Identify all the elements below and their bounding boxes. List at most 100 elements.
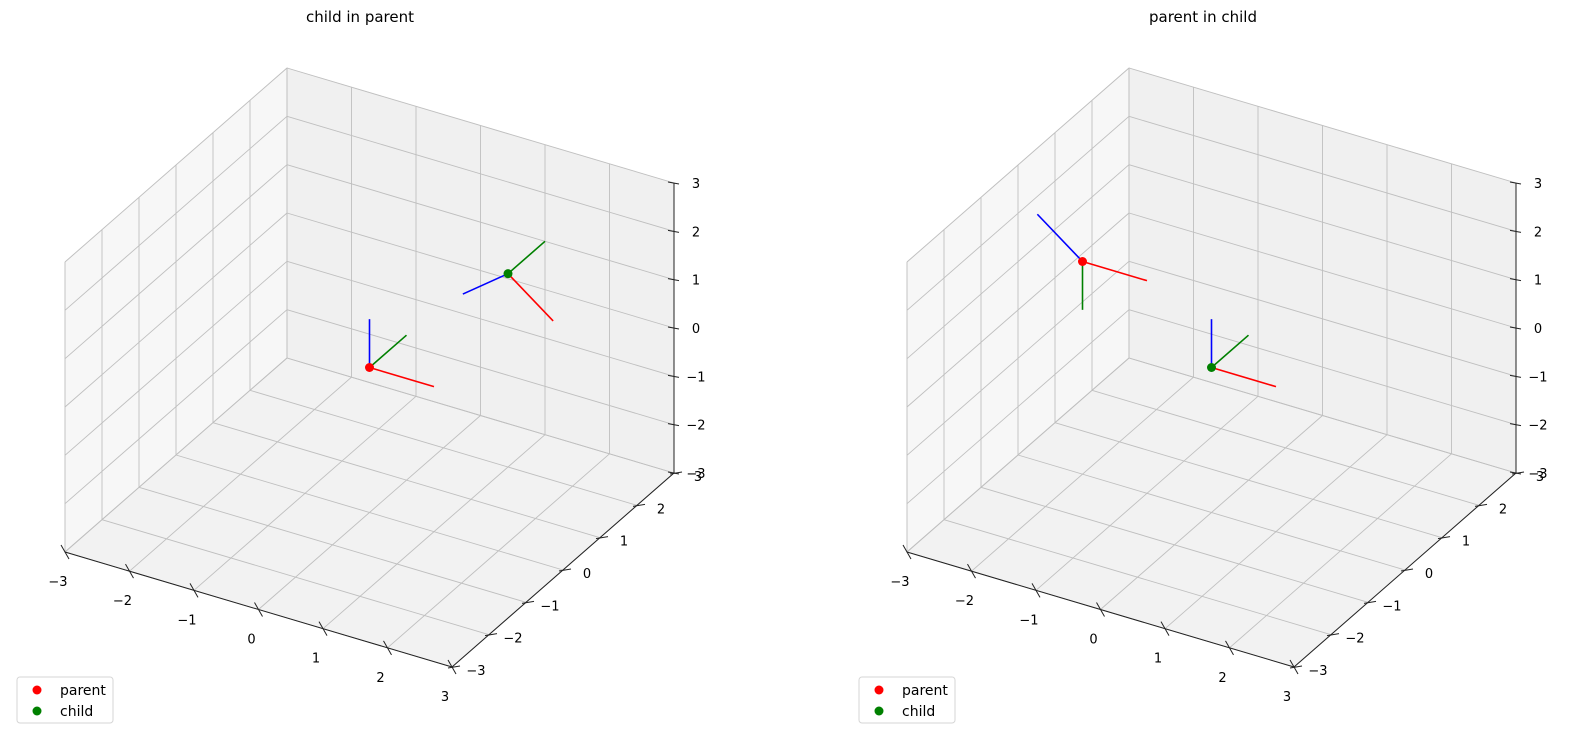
- legend-label: child: [902, 704, 935, 720]
- z-tick-label: −3: [1528, 467, 1547, 482]
- gridline: [906, 357, 1130, 553]
- z-tick-label: −1: [686, 370, 705, 385]
- y-tick: [632, 503, 646, 507]
- y-tick-label: 3: [1536, 470, 1544, 485]
- chart-title: parent in child: [1149, 8, 1257, 26]
- y-tick-label: −3: [466, 664, 485, 679]
- gridline: [64, 212, 288, 408]
- y-tick-label: 1: [620, 535, 628, 550]
- gridline: [64, 115, 288, 311]
- legend: parent child: [16, 676, 114, 724]
- z-tick-label: −3: [686, 467, 705, 482]
- y-tick-label: 2: [1499, 502, 1507, 517]
- y-tick: [1437, 536, 1451, 540]
- z-tick-label: −2: [1528, 419, 1547, 434]
- gridline: [980, 486, 1369, 603]
- z-tick-label: 2: [692, 225, 700, 240]
- gridline: [906, 309, 1130, 505]
- x-tick-label: −2: [113, 594, 132, 609]
- z-tick-label: −2: [686, 419, 705, 434]
- z-tick: [1509, 326, 1522, 330]
- x-tick: [967, 563, 976, 579]
- y-tick-label: 1: [1462, 535, 1470, 550]
- gridline: [1128, 309, 1517, 426]
- gridline: [1128, 212, 1517, 329]
- z-tick: [667, 326, 680, 330]
- data-point-child: [503, 269, 513, 279]
- gridline: [286, 309, 675, 426]
- z-tick: [667, 374, 680, 378]
- z-tick-label: 2: [1534, 225, 1542, 240]
- y-tick: [1289, 665, 1303, 669]
- y-tick-label: 2: [657, 502, 665, 517]
- gridline: [286, 357, 675, 474]
- x-tick-label: 1: [1154, 652, 1162, 667]
- z-tick-label: −1: [1528, 370, 1547, 385]
- frame-axis-segment: [1036, 213, 1084, 263]
- z-tick: [1509, 278, 1522, 282]
- gridline: [64, 260, 288, 456]
- x-tick: [902, 544, 912, 560]
- y-tick: [1400, 568, 1414, 572]
- x-tick-label: 2: [1218, 671, 1226, 686]
- frame-axis-segment: [1211, 366, 1277, 388]
- y-tick-label: −2: [1345, 632, 1364, 647]
- gridline: [286, 164, 675, 281]
- z-tick: [667, 423, 680, 427]
- gridline: [1128, 260, 1517, 377]
- z-tick: [667, 471, 680, 475]
- x-tick-label: −3: [48, 575, 67, 590]
- y-tick: [1474, 503, 1488, 507]
- z-tick: [1509, 423, 1522, 427]
- legend-marker: [874, 706, 884, 716]
- z-tick: [1509, 374, 1522, 378]
- x-tick: [383, 640, 392, 656]
- y-tick: [595, 536, 609, 540]
- x-tick: [125, 563, 134, 579]
- gridline: [1128, 164, 1517, 281]
- z-tick-label: 3: [1534, 177, 1542, 192]
- gridline: [1128, 357, 1517, 474]
- y-tick-label: 0: [1425, 567, 1433, 582]
- legend: parent child: [858, 676, 956, 724]
- frame-axis-segment: [1082, 260, 1148, 282]
- x-tick-label: 3: [1283, 690, 1291, 705]
- z-tick: [1509, 471, 1522, 475]
- gridline: [286, 67, 675, 184]
- y-tick: [558, 568, 572, 572]
- data-point-parent: [1078, 257, 1087, 266]
- y-tick-label: −1: [1382, 599, 1401, 614]
- x-tick: [1096, 602, 1105, 617]
- x-tick-label: 1: [312, 652, 320, 667]
- gridline: [286, 115, 675, 232]
- frame-axis-segment: [462, 272, 509, 295]
- x-tick-label: 3: [441, 690, 449, 705]
- y-tick: [1326, 633, 1340, 637]
- z-tick-label: 0: [692, 322, 700, 337]
- gridline: [212, 422, 601, 539]
- gridline: [286, 260, 675, 377]
- x-tick-label: −3: [890, 575, 909, 590]
- frame-axis-segment: [1210, 334, 1250, 369]
- y-tick: [521, 600, 535, 604]
- y-tick: [484, 633, 498, 637]
- gridline: [249, 389, 638, 506]
- chart-title: child in parent: [306, 8, 414, 26]
- frame-axis-segment: [507, 273, 554, 322]
- y-tick-label: −2: [503, 632, 522, 647]
- gridline: [906, 212, 1130, 408]
- gridline: [64, 357, 288, 553]
- legend-label: parent: [60, 683, 106, 699]
- z-tick: [667, 229, 680, 233]
- x-tick: [1031, 583, 1041, 598]
- gridline: [906, 67, 1130, 263]
- y-tick-label: −3: [1308, 664, 1327, 679]
- gridline: [1128, 115, 1517, 232]
- z-tick-label: 1: [1534, 274, 1542, 289]
- frame-axis-segment: [369, 366, 435, 388]
- gridline: [906, 260, 1130, 456]
- x-tick-label: −1: [177, 613, 196, 628]
- gridline: [1091, 389, 1480, 506]
